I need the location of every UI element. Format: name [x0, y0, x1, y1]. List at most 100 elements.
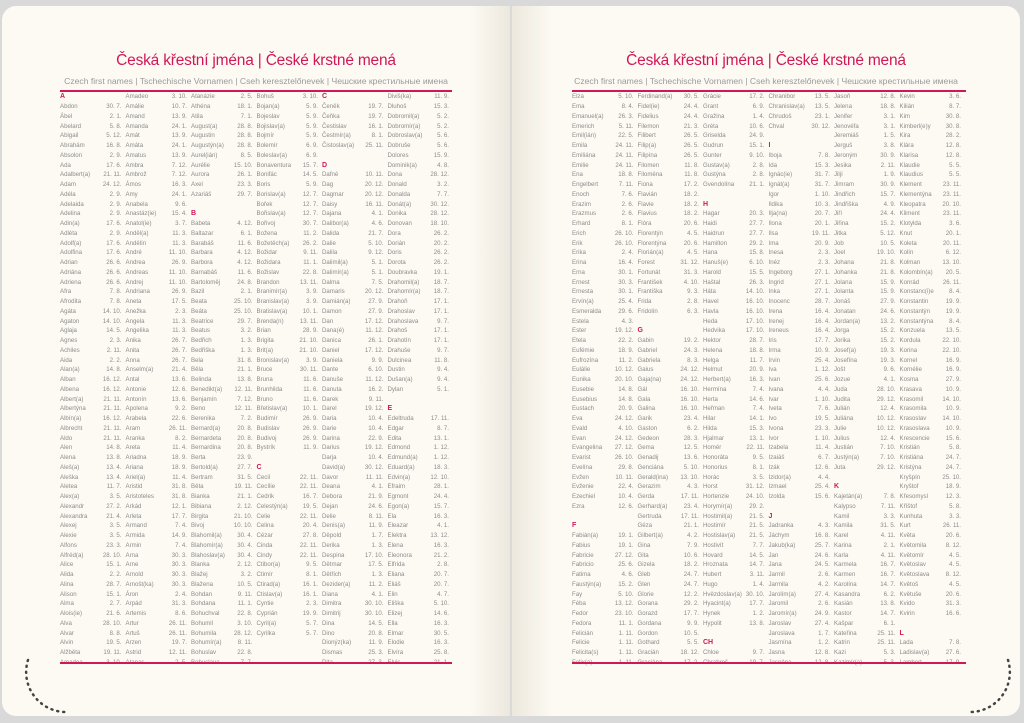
- name: Florentýn: [637, 229, 663, 237]
- name-entry: Edita 13. 1.: [388, 433, 454, 443]
- name: Armin: [125, 541, 142, 549]
- name: Barabáš: [191, 239, 214, 247]
- name-entry: Alida 2. 2.: [60, 570, 126, 580]
- name: Gema: [637, 444, 655, 452]
- name-entry: Bolemír 6. 9.: [257, 141, 323, 151]
- name-entry: Dino 20. 8.: [322, 628, 388, 638]
- name-day-date: 17. 1.: [433, 307, 449, 315]
- name: Děpold: [322, 532, 342, 540]
- name: Inesa: [768, 249, 784, 257]
- name: Jordan(a): [834, 317, 861, 325]
- name: Krasoslava: [899, 424, 930, 432]
- name-entry: Chval 30. 12.: [769, 121, 835, 131]
- name-day-date: 20. 7.: [433, 580, 449, 588]
- name-day-date: 21. 1.: [683, 522, 699, 530]
- name: Erich: [572, 229, 586, 237]
- name-entry: Bonifác 14. 5.: [257, 170, 323, 180]
- name-day-date: 5. 10.: [618, 93, 634, 101]
- name-entry: Evženie 22. 4.: [572, 482, 638, 492]
- name-entry: Florián(a) 4. 5.: [638, 248, 704, 258]
- name: Agnes: [60, 337, 78, 345]
- name-day-date: 24. 12.: [614, 415, 634, 423]
- name: Bernardeta: [191, 434, 222, 442]
- name-entry: Kornélie 16. 9.: [900, 365, 966, 375]
- name-day-date: 9. 7.: [437, 317, 449, 325]
- name-day-date: 2. 1.: [109, 112, 122, 120]
- name: Flavie: [637, 200, 654, 208]
- name: Ámos: [125, 181, 142, 189]
- name-entry: Ctislav(a) 16. 1.: [257, 589, 323, 599]
- name-day-date: 28. 1.: [433, 483, 449, 491]
- name-entry: Damon 27. 9.: [322, 307, 388, 317]
- name-entry: Eliana 20. 7.: [388, 570, 454, 580]
- name-day-date: 26. 9.: [302, 424, 318, 432]
- name-entry: Justián 7. 10.: [834, 443, 900, 453]
- name-column: Diviš(ka) 11. 9. Dluhoš 15. 3. Dobromil(a) 5.…: [388, 92, 454, 667]
- name-day-date: 19. 11.: [103, 649, 122, 657]
- blank-row: [257, 453, 323, 463]
- name: Izmael: [768, 483, 787, 491]
- name: Elodie: [387, 639, 405, 647]
- name-day-date: 2. 12.: [237, 561, 253, 569]
- name-entry: Alex(a) 3. 5.: [60, 492, 126, 502]
- name-entry: Květoslava 8. 12.: [900, 570, 966, 580]
- name: Adriána: [60, 268, 82, 276]
- name-entry: Budivoj 26. 9.: [257, 433, 323, 443]
- name-entry: Gerazim 4. 3.: [638, 482, 704, 492]
- name-entry: Dora 26. 2.: [388, 229, 454, 239]
- name-day-date: 30. 4.: [237, 532, 253, 540]
- name-entry: Ivo 19. 5.: [769, 414, 835, 424]
- name-day-date: 23. 3.: [237, 181, 253, 189]
- name-entry: Ambrož 7. 12.: [126, 170, 192, 180]
- name-entry: Irvin 25. 4.: [769, 355, 835, 365]
- name-entry: Kliment 23. 11.: [900, 209, 966, 219]
- name-entry: Bertram 31. 5.: [191, 472, 257, 482]
- name-day-date: 27. 6.: [945, 649, 961, 657]
- blank-row: [834, 472, 900, 482]
- name-entry: Alvar 8. 8.: [60, 628, 126, 638]
- name: Gréta: [703, 122, 719, 130]
- name-day-date: 30. 8.: [945, 112, 961, 120]
- name-entry: Juda 28. 10.: [834, 385, 900, 395]
- name-entry: Enoch 7. 6.: [572, 190, 638, 200]
- name: Ivana: [768, 385, 784, 393]
- name-entry: Amanda 24. 1.: [126, 121, 192, 131]
- name-entry: Ella 16. 3.: [388, 619, 454, 629]
- name-day-date: 11. 3.: [172, 317, 187, 325]
- name: Erika: [572, 249, 586, 257]
- name: Albert(a): [60, 395, 84, 403]
- name-entry: Květomír 4. 5.: [900, 550, 966, 560]
- name: Juliána: [834, 415, 854, 423]
- name-entry: Emil(ián) 22. 5.: [572, 131, 638, 141]
- name: Enoch: [572, 190, 590, 198]
- name-day-date: 11. 4.: [815, 444, 830, 452]
- name: Glorie: [637, 590, 654, 598]
- name-day-date: 21. 8.: [880, 259, 896, 267]
- name-entry: Hostivít 7. 7.: [703, 541, 769, 551]
- name: Květa: [899, 532, 916, 540]
- name-entry: August(a) 28. 8.: [191, 121, 257, 131]
- name-day-date: 19. 5.: [302, 502, 318, 510]
- name: Agaton: [60, 317, 80, 325]
- name: Anna: [125, 356, 140, 364]
- name-entry: Dimitra 30. 10.: [322, 599, 388, 609]
- name: Irma: [768, 346, 781, 354]
- name: Chranibor: [768, 93, 796, 101]
- name: Blahomil(a): [191, 532, 222, 540]
- name-day-date: 10. 11.: [365, 171, 384, 179]
- name-column: Ferdinand(a) 30. 5. Fidel(ie) 24. 4. Fideliu…: [638, 92, 704, 667]
- name-day-date: 19. 11.: [811, 229, 830, 237]
- name: Cecil: [256, 473, 271, 481]
- name-entry: Erik 26. 10.: [572, 238, 638, 248]
- name-day-date: 8. 5.: [240, 151, 253, 159]
- name: Hortenzie: [703, 493, 730, 501]
- name-day-date: 26. 9.: [302, 415, 318, 423]
- name-day-date: 9. 4.: [437, 366, 449, 374]
- name-entry: Alena 13. 8.: [60, 453, 126, 463]
- name: Bonifác: [256, 171, 277, 179]
- name-entry: Jolanta 15. 9.: [834, 287, 900, 297]
- name-day-date: 30. 10.: [745, 590, 765, 598]
- name-entry: Dejan 24. 6.: [322, 502, 388, 512]
- name: Fedora: [572, 619, 592, 627]
- name-day-date: 14. 8.: [106, 366, 122, 374]
